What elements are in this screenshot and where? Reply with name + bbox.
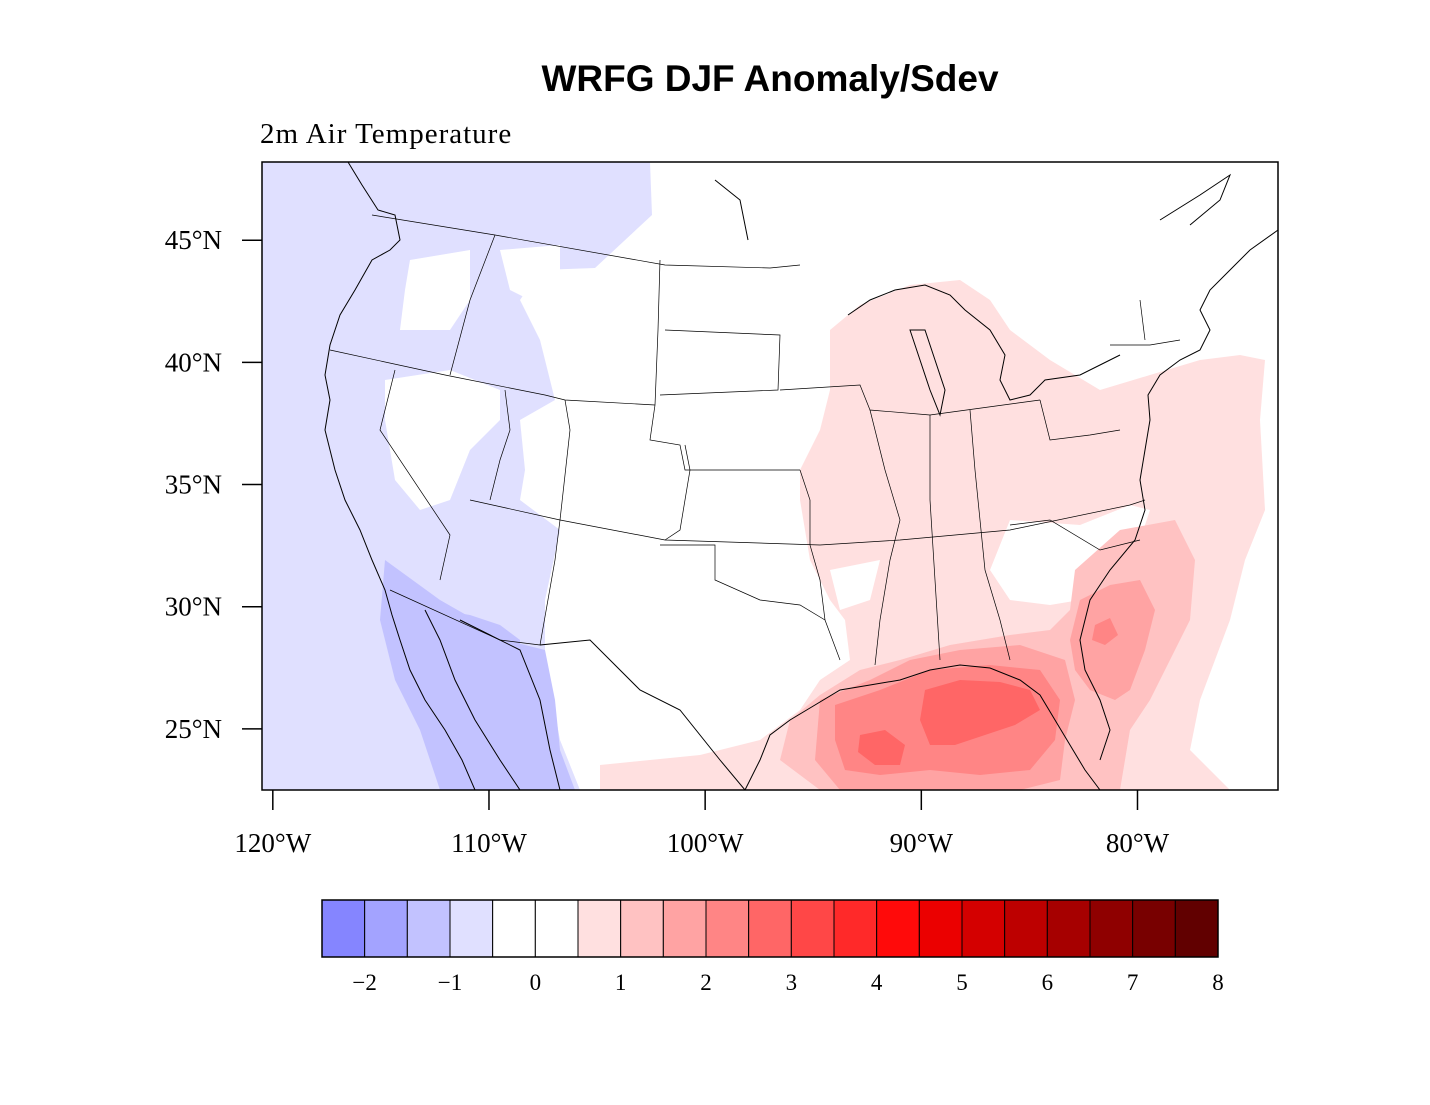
- neutral-patch: [385, 370, 500, 510]
- colorbar-label: −2: [352, 970, 376, 995]
- pos-anomaly-region-4: [1092, 618, 1118, 645]
- colorbar-bin: [662, 899, 707, 958]
- colorbar-bin: [790, 899, 835, 958]
- colorbar-bin: [406, 899, 451, 958]
- lon-tick-label: 90°W: [890, 828, 954, 858]
- colorbar-bin: [1174, 899, 1219, 958]
- colorbar-label: 3: [786, 970, 798, 995]
- map-subtitle: 2m Air Temperature: [260, 118, 513, 150]
- colorbar-bin: [534, 899, 579, 958]
- colorbar-bin: [833, 899, 878, 958]
- neg-anomaly-patch: [440, 610, 520, 660]
- neutral-patch: [990, 505, 1150, 605]
- state-borders: [329, 214, 1181, 666]
- latitude-axis: 45°N 40°N 35°N 30°N 25°N: [165, 225, 262, 744]
- map-title: WRFG DJF Anomaly/Sdev: [541, 58, 999, 99]
- colorbar-bin: [876, 899, 920, 958]
- lat-tick-label: 35°N: [165, 470, 222, 500]
- colorbar-bin: [449, 899, 494, 958]
- colorbar-bin: [492, 899, 536, 958]
- lat-tick-label: 45°N: [165, 225, 222, 255]
- colorbar-label: 4: [871, 970, 883, 995]
- neutral-patch: [830, 560, 880, 610]
- colorbar-label: 2: [700, 970, 712, 995]
- pos-anomaly-region-5: [858, 730, 905, 765]
- colorbar-bin: [961, 899, 1006, 958]
- neutral-patch: [500, 245, 560, 300]
- colorbar-bin: [620, 899, 664, 958]
- lon-tick-label: 110°W: [451, 828, 527, 858]
- pos-anomaly-region-3: [1070, 580, 1155, 700]
- colorbar-label: 1: [615, 970, 627, 995]
- colorbar-label: 0: [530, 970, 542, 995]
- colorbar-bin: [577, 899, 622, 958]
- colorbar-bin: [705, 899, 750, 958]
- coastlines: [324, 162, 1278, 790]
- colorbar-frame: [321, 899, 1219, 958]
- colorbar-bin: [321, 899, 366, 958]
- colorbar-bin: [1046, 899, 1091, 958]
- colorbar-label: 7: [1127, 970, 1139, 995]
- lat-tick-label: 30°N: [165, 592, 222, 622]
- colorbar-bin: [364, 899, 408, 958]
- colorbar-label: −1: [438, 970, 462, 995]
- neutral-patch: [1040, 290, 1180, 370]
- anomaly-field: [262, 162, 1278, 790]
- lon-tick-label: 100°W: [667, 828, 744, 858]
- colorbar-label: 6: [1042, 970, 1054, 995]
- lon-tick-label: 80°W: [1106, 828, 1170, 858]
- colorbar-bin: [748, 899, 792, 958]
- longitude-axis: 120°W 110°W 100°W 90°W 80°W: [234, 790, 1170, 858]
- lat-tick-label: 25°N: [165, 714, 222, 744]
- lat-tick-label: 40°N: [165, 347, 222, 377]
- colorbar: −2 −1 0 1 2 3 4 5 6 7 8: [321, 899, 1224, 995]
- colorbar-bin: [1089, 899, 1134, 958]
- colorbar-bin: [1004, 899, 1048, 958]
- colorbar-bin: [918, 899, 963, 958]
- plot-frame: [261, 161, 1279, 791]
- colorbar-label: 5: [956, 970, 968, 995]
- colorbar-bin: [1132, 899, 1176, 958]
- pos-anomaly-region-5: [920, 680, 1040, 745]
- lon-tick-label: 120°W: [234, 828, 311, 858]
- colorbar-label: 8: [1212, 970, 1224, 995]
- neutral-patch: [400, 250, 470, 330]
